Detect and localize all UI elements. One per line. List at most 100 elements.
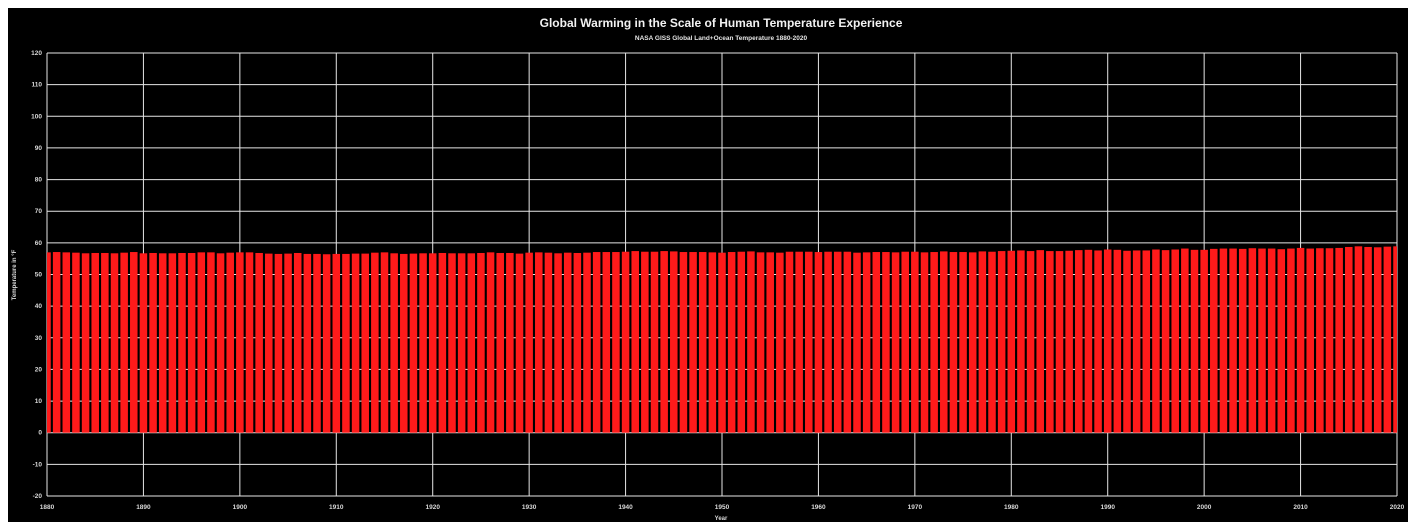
bar [149,252,157,433]
bar [1393,246,1397,433]
y-tick-label: 80 [35,177,43,184]
bar [130,252,138,433]
bar [1345,246,1353,433]
bar [727,252,736,433]
bar [1161,250,1170,433]
bar [255,252,263,433]
bar [187,252,196,433]
bar [1007,250,1016,433]
x-tick-label: 1990 [1100,504,1115,511]
bar [698,252,707,433]
bar [554,253,562,433]
bar [1229,248,1237,433]
y-tick-label: 0 [38,430,42,437]
bar [91,252,99,433]
bar [814,252,823,433]
bar [1113,249,1122,433]
bar [882,252,890,433]
bar [351,253,360,433]
bar [756,252,765,433]
bar [303,253,312,433]
x-tick-label: 2010 [1293,504,1308,511]
y-tick-label: 110 [32,82,43,89]
x-tick-label: 2020 [1390,504,1405,511]
bar [1200,249,1208,433]
bar [1055,251,1064,433]
bar [843,251,852,433]
bar [1287,248,1295,433]
bar [621,251,630,433]
bar [62,252,71,433]
bar [120,252,128,433]
x-tick-label: 1910 [329,504,344,511]
bar [1123,250,1131,433]
bar [216,253,225,433]
bar [390,253,398,433]
bar [1306,248,1314,433]
bar [853,252,861,433]
bar [1248,248,1257,433]
bar [949,252,958,433]
bar [670,251,678,433]
x-tick-label: 1980 [1004,504,1019,511]
bar [1354,246,1363,433]
bar [110,253,119,433]
bar [862,252,871,433]
bar [940,251,948,433]
bar [997,251,1006,433]
y-tick-label: 90 [35,145,43,152]
bar [1084,249,1093,433]
bar [226,252,234,433]
bar [1036,250,1044,433]
bar [332,253,341,433]
bar [592,252,601,433]
bar [833,251,842,433]
bar [641,251,649,433]
bar [959,252,967,433]
bar [978,251,987,433]
bar [1383,246,1392,433]
bar [1181,248,1189,433]
bar [419,253,427,433]
bar [718,252,726,433]
y-tick-label: 70 [35,208,43,215]
bar [708,252,717,433]
bar [631,251,639,433]
bar [72,252,80,433]
bar [1142,250,1151,433]
bar [1075,250,1083,433]
bar [197,252,206,433]
bar [400,253,408,433]
bar [313,253,321,433]
bar [438,252,447,433]
bar [872,252,881,433]
bar [158,253,167,433]
chart-title: Global Warming in the Scale of Human Tem… [540,16,903,30]
x-tick-label: 1880 [40,504,55,511]
bar [776,252,784,433]
bar [1017,250,1025,433]
y-tick-label: 120 [31,50,42,57]
bar [371,252,379,433]
bar [988,251,996,433]
y-tick-label: -10 [33,461,43,468]
bar [766,252,774,433]
bar [245,252,254,433]
bar [747,251,755,433]
bar [563,252,572,433]
bar [805,251,813,433]
bar [1210,248,1218,433]
bar [1026,251,1035,433]
bar [274,253,283,433]
x-axis-ticks: 1880 1890 1900 1910 1920 1930 1940 1950 1960 1970… [40,504,1405,511]
bar [660,251,668,433]
bar [1065,250,1073,433]
bar [1364,246,1372,433]
bar [795,251,803,433]
bar [486,252,495,433]
y-tick-label: 10 [35,398,43,405]
bar [1316,248,1324,433]
bar [1277,249,1286,433]
bar [1238,248,1247,433]
y-tick-label: 20 [35,366,43,373]
